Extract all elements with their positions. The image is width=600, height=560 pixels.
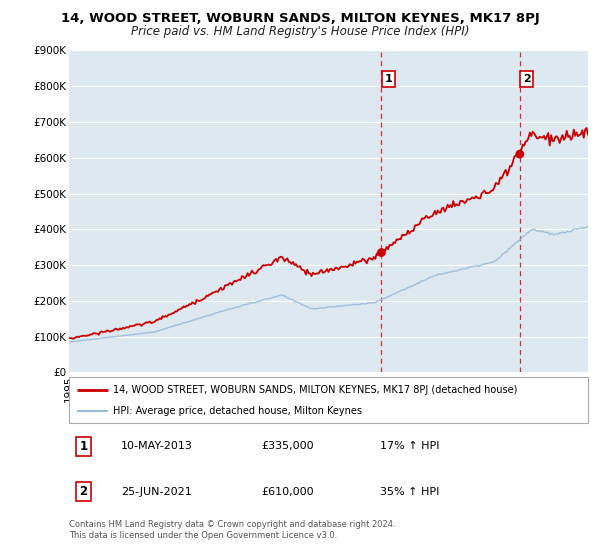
FancyBboxPatch shape [69, 377, 588, 423]
Text: This data is licensed under the Open Government Licence v3.0.: This data is licensed under the Open Gov… [69, 531, 337, 540]
Point [515, 150, 524, 158]
Text: 2: 2 [79, 485, 88, 498]
Text: Price paid vs. HM Land Registry's House Price Index (HPI): Price paid vs. HM Land Registry's House … [131, 25, 469, 38]
Text: 2: 2 [523, 74, 530, 84]
Text: HPI: Average price, detached house, Milton Keynes: HPI: Average price, detached house, Milt… [113, 407, 362, 416]
Point [377, 248, 386, 257]
Text: 17% ↑ HPI: 17% ↑ HPI [380, 441, 440, 451]
Text: 14, WOOD STREET, WOBURN SANDS, MILTON KEYNES, MK17 8PJ: 14, WOOD STREET, WOBURN SANDS, MILTON KE… [61, 12, 539, 25]
Text: 10-MAY-2013: 10-MAY-2013 [121, 441, 193, 451]
Text: 35% ↑ HPI: 35% ↑ HPI [380, 487, 440, 497]
Text: £610,000: £610,000 [261, 487, 314, 497]
Text: 1: 1 [79, 440, 88, 453]
Text: 1: 1 [385, 74, 392, 84]
Text: 25-JUN-2021: 25-JUN-2021 [121, 487, 191, 497]
Text: Contains HM Land Registry data © Crown copyright and database right 2024.: Contains HM Land Registry data © Crown c… [69, 520, 395, 529]
Text: £335,000: £335,000 [261, 441, 314, 451]
Text: 14, WOOD STREET, WOBURN SANDS, MILTON KEYNES, MK17 8PJ (detached house): 14, WOOD STREET, WOBURN SANDS, MILTON KE… [113, 385, 517, 395]
